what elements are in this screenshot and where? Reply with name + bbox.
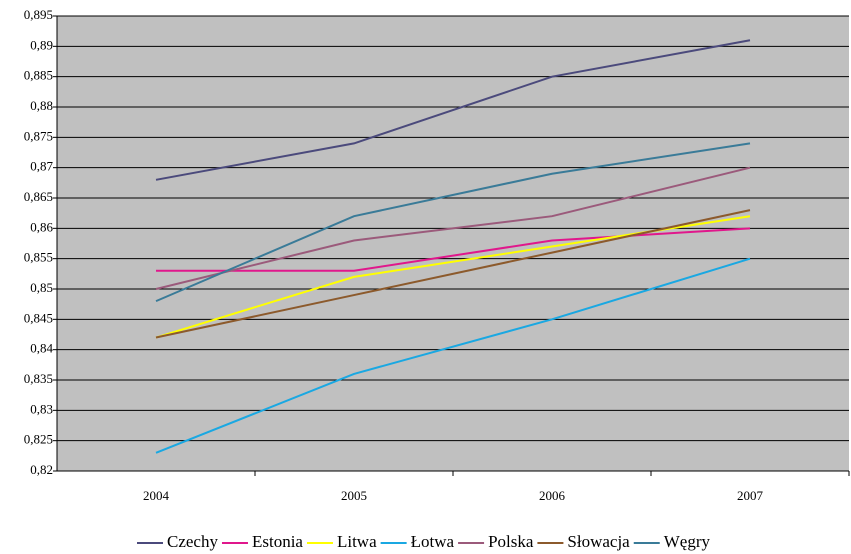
series-line [155,39,751,181]
y-tick-label: 0,82 [30,462,53,477]
y-tick-label: 0,865 [24,189,53,204]
legend-label: Węgry [664,532,711,551]
legend-label: Czechy [167,532,218,551]
y-tick-label: 0,86 [30,219,53,234]
series-line [155,209,751,339]
y-tick-label: 0,895 [24,7,53,22]
y-tick-label: 0,845 [24,310,53,325]
x-tick-label: 2007 [737,488,764,503]
y-tick-label: 0,87 [30,159,53,174]
series-line [155,257,751,454]
y-tick-label: 0,85 [30,280,53,295]
y-tick-label: 0,88 [30,98,53,113]
y-tick-label: 0,875 [24,128,53,143]
series-line [155,142,751,303]
legend-label: Estonia [252,532,303,551]
x-tick-label: 2004 [143,488,170,503]
y-tick-label: 0,855 [24,250,53,265]
y-tick-label: 0,84 [30,341,53,356]
legend-label: Litwa [337,532,377,551]
series-line [156,227,751,272]
x-tick-label: 2005 [341,488,367,503]
y-tick-label: 0,825 [24,432,53,447]
legend-label: Łotwa [411,532,455,551]
y-tick-label: 0,83 [30,401,53,416]
series-line [155,166,751,290]
y-tick-label: 0,885 [24,68,53,83]
y-tick-label: 0,835 [24,371,53,386]
plot-area [57,16,849,471]
y-tick-label: 0,89 [30,37,53,52]
legend-label: Słowacja [567,532,630,551]
x-tick-label: 2006 [539,488,566,503]
legend-label: Polska [488,532,534,551]
